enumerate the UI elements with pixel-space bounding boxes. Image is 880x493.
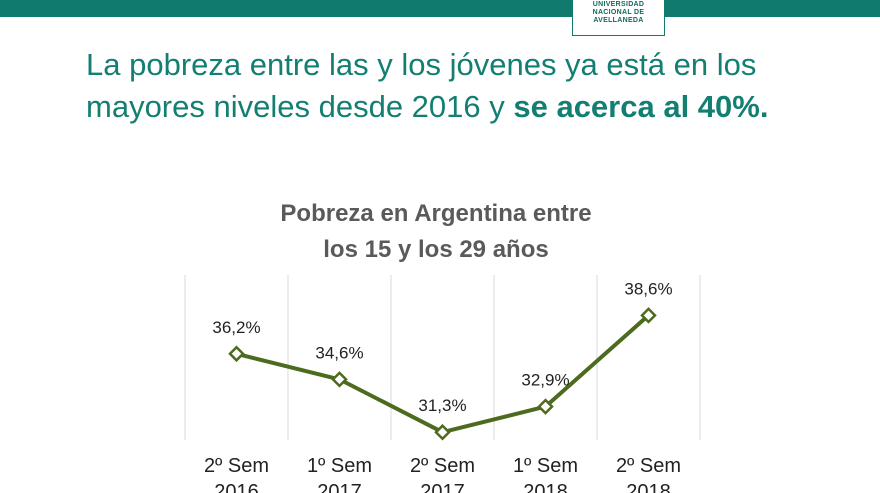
data-point-marker (228, 345, 245, 363)
data-label: 31,3% (418, 396, 466, 415)
headline: La pobreza entre las y los jóvenes ya es… (86, 44, 846, 128)
logo-line-2: NACIONAL DE (592, 9, 645, 16)
data-point-marker (640, 307, 657, 324)
data-label: 34,6% (315, 343, 363, 362)
x-tick-label-line-1: 2º Sem (204, 455, 269, 477)
chart-title-line-1: Pobreza en Argentina entre (280, 200, 592, 227)
headline-bold-text: se acerca al 40%. (513, 89, 769, 124)
x-tick-label-line-1: 1º Sem (307, 455, 372, 477)
data-point-marker (434, 423, 451, 441)
data-point-marker (537, 398, 554, 415)
x-tick-label-line-2: 2017 (317, 481, 362, 493)
x-tick-label-line-1: 1º Sem (513, 455, 578, 477)
chart-title: Pobreza en Argentina entre los 15 y los … (236, 196, 636, 268)
data-label: 38,6% (624, 279, 672, 298)
x-tick-label-line-2: 2018 (523, 481, 568, 493)
x-tick-label-line-2: 2016 (214, 481, 259, 493)
x-tick-label-line-2: 2018 (626, 481, 671, 493)
logo-line-1: UNIVERSIDAD (592, 1, 645, 8)
x-tick-label-line-1: 2º Sem (410, 455, 475, 477)
logo-line-3: AVELLANEDA (593, 17, 644, 24)
x-tick-label-line-1: 2º Sem (616, 455, 681, 477)
x-tick-label-line-2: 2017 (420, 481, 465, 493)
data-label: 36,2% (212, 318, 260, 337)
data-label: 32,9% (521, 371, 569, 390)
data-point-marker (331, 371, 348, 388)
headline-normal-text: La pobreza entre las y los jóvenes ya es… (86, 47, 757, 124)
chart-title-line-2: los 15 y los 29 años (323, 236, 549, 263)
university-logo: UNIVERSIDAD NACIONAL DE AVELLANEDA (572, 0, 665, 36)
